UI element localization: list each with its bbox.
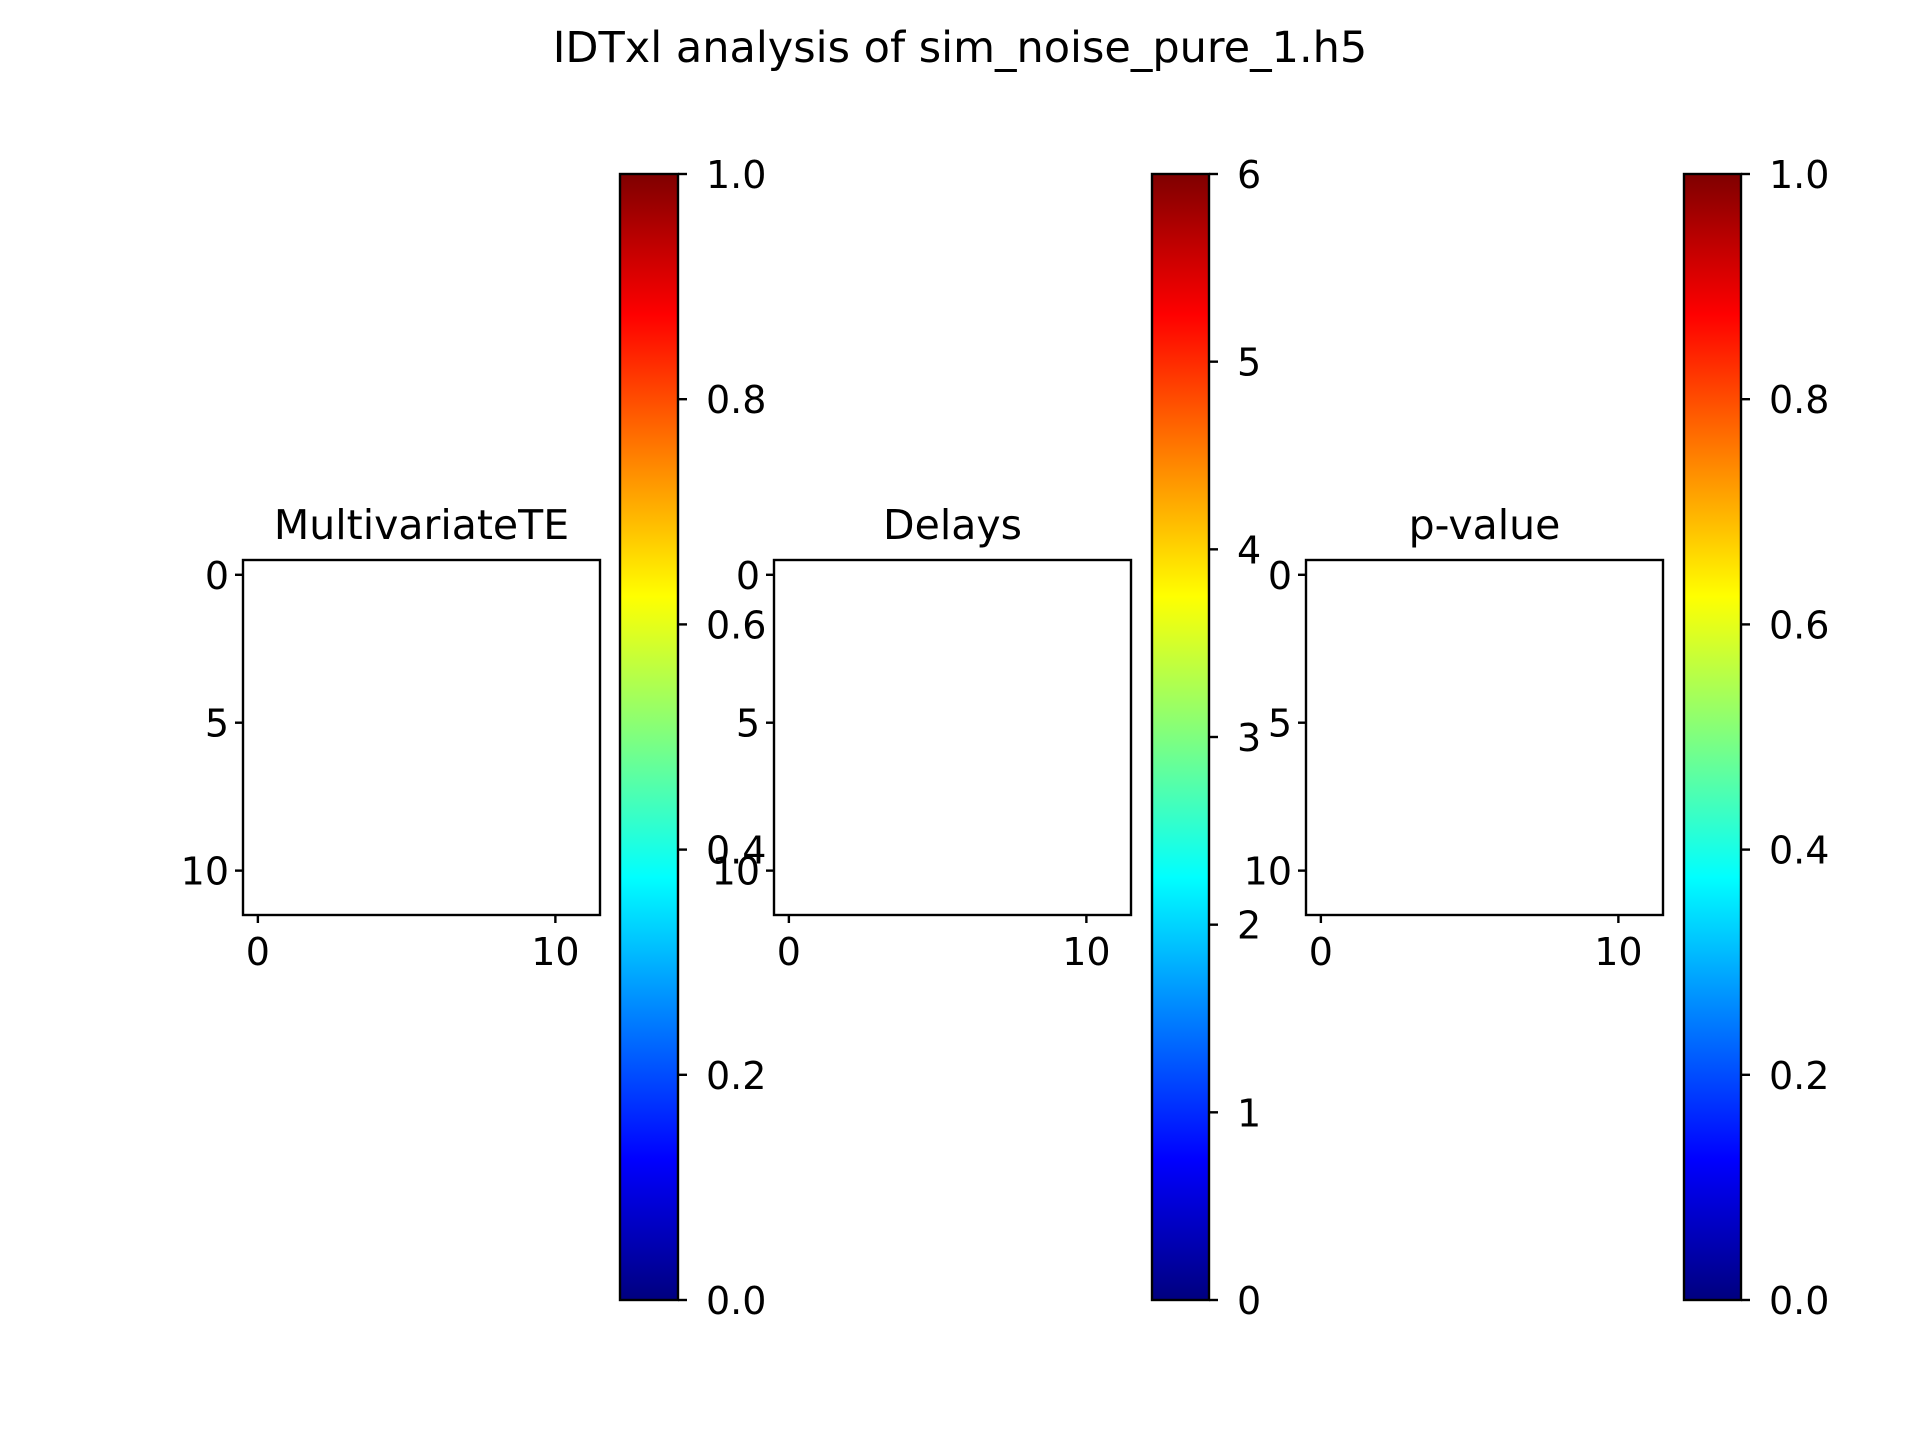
y-tick-label: 5 — [1268, 702, 1292, 746]
colorbar-tick-label: 0.8 — [706, 378, 766, 422]
colorbar-tick-label: 1.0 — [1769, 153, 1829, 197]
panel-title: Delays — [883, 501, 1022, 549]
figure-title: IDTxl analysis of sim_noise_pure_1.h5 — [553, 23, 1367, 73]
panel-3: p-value 0 10 0 5 10 0.0 0.2 0.4 0.6 0.8 1.0 — [1244, 153, 1830, 1323]
colorbar-tick-label: 0.2 — [1769, 1054, 1829, 1098]
colorbar-tick-label: 5 — [1237, 341, 1261, 385]
panel-2: Delays 0 10 0 5 10 0 1 2 3 4 5 6 — [712, 153, 1262, 1323]
colorbar-tick-label: 0.4 — [1769, 829, 1829, 873]
y-tick-label: 10 — [1244, 850, 1292, 894]
colorbar-tick-label: 6 — [1237, 153, 1261, 197]
heatmap-axes — [241, 558, 602, 917]
colorbar-tick-label: 0.0 — [1769, 1279, 1829, 1323]
colorbar-tick-label: 0.6 — [706, 603, 766, 647]
x-tick-label: 10 — [1062, 930, 1110, 974]
y-tick-label: 0 — [1268, 554, 1292, 598]
y-tick-label: 10 — [712, 850, 760, 894]
colorbar — [618, 172, 680, 1302]
y-tick-label: 5 — [205, 702, 229, 746]
y-tick-label: 5 — [736, 702, 760, 746]
x-tick-label: 10 — [1594, 930, 1642, 974]
colorbar-tick-label: 0.2 — [706, 1054, 766, 1098]
y-tick-label: 0 — [736, 554, 760, 598]
colorbar-tick-label: 0.0 — [706, 1279, 766, 1323]
colorbar-tick-label: 0.8 — [1769, 378, 1829, 422]
colorbar-tick-label: 0.4 — [706, 829, 766, 873]
colorbar-tick-label: 0.6 — [1769, 603, 1829, 647]
y-tick-label: 0 — [205, 554, 229, 598]
colorbar-tick-label: 4 — [1237, 528, 1261, 572]
colorbar-fill — [1152, 174, 1209, 1300]
y-tick-label: 10 — [181, 850, 229, 894]
colorbar-tick-label: 2 — [1237, 904, 1261, 948]
colorbar-fill — [1684, 174, 1741, 1300]
panel-title: MultivariateTE — [274, 501, 569, 549]
colorbar-fill — [620, 174, 678, 1300]
x-tick-label: 0 — [777, 930, 801, 974]
x-tick-label: 10 — [531, 930, 579, 974]
x-tick-label: 0 — [1309, 930, 1333, 974]
panel-title: p-value — [1409, 501, 1561, 549]
colorbar-tick-label: 1.0 — [706, 153, 766, 197]
colorbar-tick-label: 1 — [1237, 1091, 1261, 1135]
panel-1: MultivariateTE 0 10 0 5 10 0.0 0.2 0.4 0.6 0.8 1.0 — [181, 153, 767, 1323]
heatmap-axes — [772, 558, 1133, 917]
colorbar-tick-label: 3 — [1237, 716, 1261, 760]
heatmap-axes — [1304, 558, 1665, 917]
colorbar-tick-label: 0 — [1237, 1279, 1261, 1323]
x-tick-label: 0 — [246, 930, 270, 974]
colorbar — [1682, 172, 1743, 1302]
